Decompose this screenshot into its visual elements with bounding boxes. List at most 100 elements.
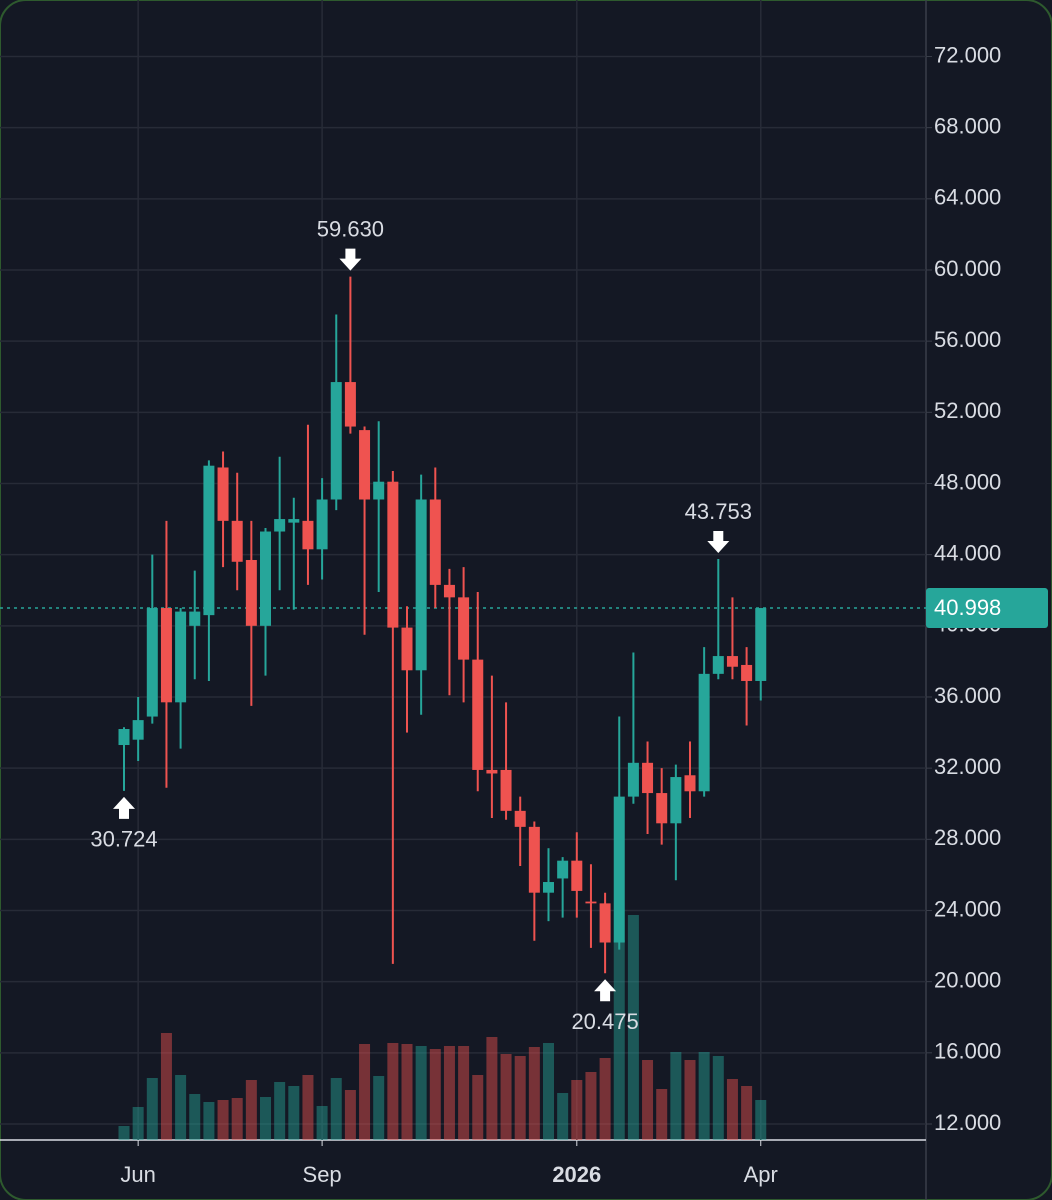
y-tick-label: 12.000 xyxy=(934,1110,1001,1135)
candle xyxy=(260,527,271,676)
candle-body xyxy=(712,656,724,674)
volume-bar xyxy=(330,1078,342,1140)
annotation-arrow xyxy=(707,531,730,554)
candle xyxy=(726,597,738,680)
candle xyxy=(203,460,215,681)
candle xyxy=(302,424,314,585)
volume-bar xyxy=(712,1056,724,1140)
volume-bar xyxy=(245,1080,257,1140)
x-tick-label: Jun xyxy=(120,1162,155,1187)
candle-body xyxy=(500,769,512,811)
annotation-label: 43.753 xyxy=(685,499,752,524)
candle-body xyxy=(189,611,201,626)
x-tick-label: Sep xyxy=(303,1162,342,1187)
volume-bar xyxy=(458,1046,470,1140)
candle xyxy=(543,848,554,922)
volume-bar xyxy=(401,1044,413,1140)
candle xyxy=(500,702,512,820)
candle xyxy=(472,592,484,792)
volume-bar xyxy=(302,1075,314,1140)
volume-bar xyxy=(571,1080,583,1140)
candle xyxy=(585,864,597,948)
candle xyxy=(415,474,427,715)
candle-body xyxy=(755,608,767,681)
candle-body xyxy=(274,519,286,532)
volume-bar xyxy=(486,1037,498,1140)
candle xyxy=(642,741,654,834)
candle xyxy=(613,716,625,950)
annotation-label: 59.630 xyxy=(317,216,384,241)
volume-bar xyxy=(443,1046,455,1140)
candle-body xyxy=(330,382,342,500)
candle-body xyxy=(231,520,243,562)
volume-bar xyxy=(274,1082,286,1140)
volume-bar xyxy=(500,1054,512,1140)
volume-bar xyxy=(543,1043,554,1140)
candle xyxy=(359,426,371,635)
y-tick-label: 72.000 xyxy=(934,42,1001,67)
y-tick-label: 36.000 xyxy=(934,683,1001,708)
candle-body xyxy=(316,499,328,550)
candle-body xyxy=(543,882,554,893)
volume-layer xyxy=(118,915,767,1140)
volume-bar xyxy=(656,1089,668,1140)
candle-body xyxy=(359,430,371,500)
candle-body xyxy=(146,608,158,717)
y-tick-label: 68.000 xyxy=(934,113,1001,138)
candle-body xyxy=(670,777,682,824)
candle-body xyxy=(429,499,441,585)
candle xyxy=(274,456,286,591)
candle-body xyxy=(401,627,413,671)
candle xyxy=(698,647,710,797)
volume-bar xyxy=(755,1100,767,1140)
candle xyxy=(429,467,441,609)
candle-body xyxy=(528,826,540,893)
candle xyxy=(118,727,130,791)
candle xyxy=(458,567,470,703)
candle xyxy=(373,421,385,593)
candle xyxy=(175,608,187,749)
volume-bar xyxy=(429,1049,441,1140)
candle-body xyxy=(514,810,526,827)
candle-body xyxy=(387,481,399,628)
candle xyxy=(288,497,300,610)
candle-body xyxy=(642,762,654,794)
candle xyxy=(217,451,229,568)
annotation-arrow xyxy=(594,979,617,1002)
candle-body xyxy=(373,481,385,500)
volume-bar xyxy=(132,1107,144,1140)
candle xyxy=(245,520,257,706)
annotation-label: 30.724 xyxy=(90,827,157,852)
candle xyxy=(316,478,328,580)
candle xyxy=(443,568,455,696)
y-tick-label: 24.000 xyxy=(934,896,1001,921)
candle-body xyxy=(458,597,470,660)
candle xyxy=(189,570,201,680)
candle-body xyxy=(684,775,696,792)
candle-body xyxy=(557,860,569,879)
candle xyxy=(741,647,753,726)
candle xyxy=(132,696,144,762)
candle-body xyxy=(472,659,484,770)
candle-body xyxy=(627,762,639,797)
candle-body xyxy=(288,519,300,523)
y-tick-label: 64.000 xyxy=(934,185,1001,210)
volume-bar xyxy=(472,1075,484,1140)
candle-body xyxy=(132,720,144,740)
candle xyxy=(514,796,526,867)
volume-bar xyxy=(231,1098,243,1140)
y-tick-label: 20.000 xyxy=(934,967,1001,992)
volume-bar xyxy=(642,1060,654,1140)
candle-body xyxy=(344,382,356,427)
candle-body xyxy=(175,611,187,703)
candle-body xyxy=(260,531,271,626)
volume-bar xyxy=(175,1075,187,1140)
candle-body xyxy=(571,860,583,891)
candle-body xyxy=(118,729,130,746)
candle-body xyxy=(726,656,738,667)
y-tick-label: 28.000 xyxy=(934,825,1001,850)
volume-bar xyxy=(670,1052,682,1140)
volume-bar xyxy=(514,1056,526,1140)
candle xyxy=(684,741,696,818)
